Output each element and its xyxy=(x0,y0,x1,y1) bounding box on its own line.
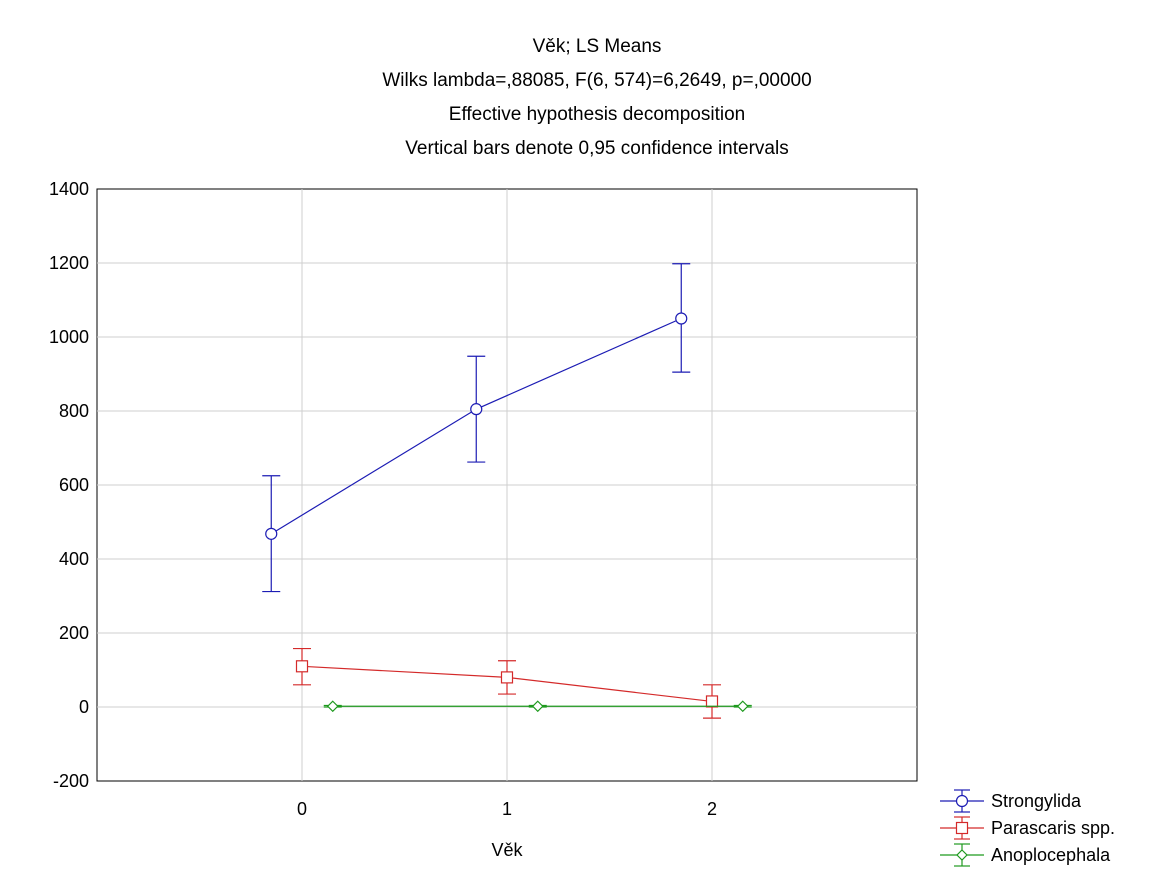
legend: Strongylida Parascaris spp. Anoplocephala xyxy=(940,789,1115,867)
legend-label: Strongylida xyxy=(991,791,1082,811)
y-tick-label: 1200 xyxy=(49,253,89,273)
y-tick-label: -200 xyxy=(53,771,89,791)
x-tick-label: 1 xyxy=(502,799,512,819)
data-point xyxy=(265,527,278,540)
x-axis-label: Věk xyxy=(491,840,523,860)
y-tick-label: 800 xyxy=(59,401,89,421)
data-point xyxy=(500,671,514,684)
legend-label: Anoplocephala xyxy=(991,845,1111,865)
legend-item: Strongylida xyxy=(940,789,1082,813)
data-point xyxy=(295,660,309,673)
series-2 xyxy=(293,647,721,719)
x-tick-label: 0 xyxy=(297,799,307,819)
data-point xyxy=(675,312,688,325)
legend-marker xyxy=(955,794,969,808)
x-tick-label: 2 xyxy=(707,799,717,819)
data-point xyxy=(470,403,483,416)
legend-item: Parascaris spp. xyxy=(940,816,1115,840)
chart-subtitle-line-1: Wilks lambda=,88085, F(6, 574)=6,2649, p… xyxy=(382,70,811,91)
legend-marker xyxy=(956,849,968,861)
y-tick-label: 200 xyxy=(59,623,89,643)
data-point xyxy=(736,700,749,713)
series-3 xyxy=(323,700,752,713)
y-tick-label: 400 xyxy=(59,549,89,569)
y-tick-label: 1000 xyxy=(49,327,89,347)
legend-item: Anoplocephala xyxy=(940,843,1111,867)
legend-label: Parascaris spp. xyxy=(991,818,1115,838)
data-point xyxy=(531,700,544,713)
y-tick-label: 1400 xyxy=(49,179,89,199)
data-point xyxy=(326,700,339,713)
chart-title: Věk; LS Means xyxy=(533,36,662,57)
chart-subtitle-line-3: Vertical bars denote 0,95 confidence int… xyxy=(405,138,788,159)
data-point xyxy=(705,695,719,708)
chart-subtitle-line-2: Effective hypothesis decomposition xyxy=(449,104,745,125)
legend-marker xyxy=(955,821,969,835)
series-1 xyxy=(262,263,691,593)
y-tick-label: 0 xyxy=(79,697,89,717)
y-tick-label: 600 xyxy=(59,475,89,495)
